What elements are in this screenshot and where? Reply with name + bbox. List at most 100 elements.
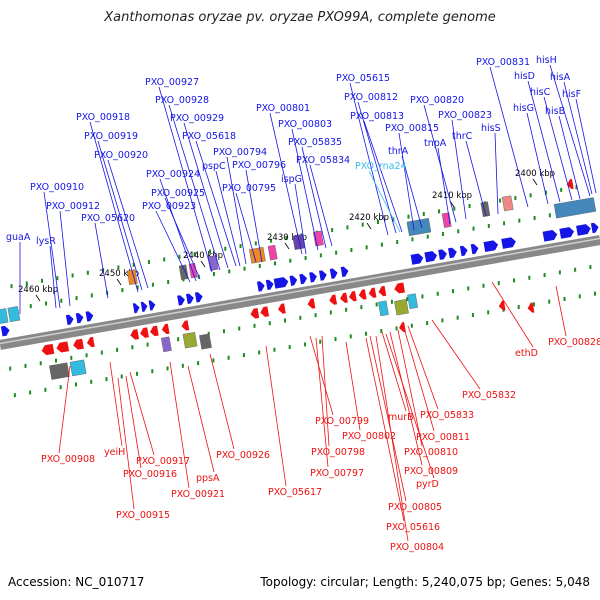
forward-gene	[501, 237, 516, 249]
gene-label-top: PXO_00918	[76, 112, 130, 123]
leader-line	[94, 222, 109, 299]
gene-label-top: lysR	[36, 236, 56, 247]
tick-mark	[29, 390, 32, 395]
reverse-gene	[73, 338, 84, 350]
forward-gene	[576, 224, 591, 236]
tick-mark	[532, 302, 535, 307]
kbp-tick	[532, 178, 538, 186]
tick-mark	[365, 331, 368, 336]
tick-mark	[376, 220, 379, 225]
tick-mark	[468, 203, 471, 208]
tick-mark	[380, 242, 383, 247]
tick-mark	[193, 252, 196, 257]
category-box	[407, 293, 419, 310]
gene-label-top: PXO_00795	[222, 183, 276, 194]
tick-mark	[303, 342, 306, 347]
reverse-gene	[394, 282, 405, 294]
tick-mark	[560, 187, 563, 192]
forward-gene	[424, 251, 438, 263]
tick-mark	[529, 193, 532, 198]
leader-line	[389, 331, 423, 466]
forward-gene	[319, 270, 327, 281]
leader-line	[169, 361, 190, 489]
leader-line	[215, 170, 241, 267]
gene-label-bottom: PXO_00802	[342, 431, 396, 442]
tick-mark	[563, 296, 566, 301]
gene-label-bottom: PXO_00915	[116, 510, 170, 521]
reverse-gene	[329, 294, 338, 305]
gene-label-top: PXO_00801	[256, 103, 310, 114]
leader-line	[451, 119, 467, 220]
reverse-gene	[348, 290, 357, 302]
tick-mark	[74, 382, 77, 387]
leader-line	[59, 210, 71, 307]
gene-label-top: ispG	[281, 174, 302, 185]
forward-gene	[329, 268, 338, 279]
forward-gene	[148, 300, 156, 311]
tick-mark	[45, 301, 48, 306]
leader-line	[397, 329, 423, 447]
tick-mark	[254, 241, 257, 246]
kbp-tick-label: 2420 kbp	[349, 213, 389, 223]
gene-label-top: PXO_rna24	[355, 161, 407, 172]
gene-label-top: PXO_00910	[30, 182, 84, 193]
reverse-gene	[498, 300, 506, 311]
tick-mark	[41, 278, 44, 283]
gene-label-bottom: PXO_00799	[315, 416, 369, 427]
gene-label-bottom: PXO_00809	[404, 466, 458, 477]
reverse-gene	[250, 308, 260, 319]
leader-line	[368, 170, 401, 233]
reverse-gene	[56, 341, 70, 353]
gene-label-top: PXO_00796	[232, 160, 286, 171]
tick-mark	[90, 293, 93, 298]
tick-mark	[410, 323, 413, 328]
tick-mark	[453, 206, 456, 211]
tick-mark	[346, 225, 349, 230]
gene-label-top: tnpA	[424, 138, 447, 149]
leader-line	[401, 155, 423, 229]
leader-line	[309, 335, 334, 416]
gene-label-top: PXO_00920	[94, 150, 148, 161]
gene-label-top: hisG	[513, 103, 534, 114]
gene-label-bottom: PXO_00811	[416, 432, 470, 443]
leader-line	[97, 140, 143, 291]
tick-mark	[146, 342, 149, 347]
tick-mark	[360, 305, 363, 310]
reverse-gene	[527, 302, 535, 313]
tick-mark	[163, 257, 166, 262]
gene-label-top: hisA	[550, 72, 571, 83]
tick-mark	[497, 281, 500, 286]
tick-mark	[117, 265, 120, 270]
gene-label-bottom: PXO_00828	[548, 337, 600, 348]
tick-mark	[438, 209, 441, 214]
tick-mark	[594, 291, 597, 296]
tick-mark	[121, 288, 124, 293]
gene-label-bottom: PXO_05833	[420, 410, 474, 421]
leader-line	[381, 331, 407, 412]
leader-line	[107, 159, 149, 289]
tick-mark	[299, 315, 302, 320]
forward-gene	[265, 279, 274, 291]
tick-mark	[24, 363, 27, 368]
tick-mark	[288, 345, 291, 350]
tick-mark	[285, 236, 288, 241]
tick-mark	[331, 228, 334, 233]
gene-label-top: PXO_00912	[46, 201, 100, 212]
reverse-gene	[358, 289, 367, 300]
leader-line	[407, 325, 439, 410]
leader-line	[168, 104, 221, 271]
tick-mark	[350, 248, 353, 253]
category-box	[267, 244, 278, 261]
gene-label-top: PXO_05620	[81, 213, 135, 224]
tick-mark	[181, 363, 184, 368]
gene-label-bottom: PXO_00908	[41, 454, 95, 465]
tick-mark	[395, 326, 398, 331]
leader-line	[558, 115, 581, 200]
tick-mark	[518, 218, 521, 223]
gene-label-top: PXO_00924	[146, 169, 200, 180]
tick-mark	[361, 222, 364, 227]
tick-mark	[411, 237, 414, 242]
leader-line	[526, 112, 549, 205]
gene-label-top: PXO_00815	[385, 123, 439, 134]
category-box	[378, 300, 389, 317]
